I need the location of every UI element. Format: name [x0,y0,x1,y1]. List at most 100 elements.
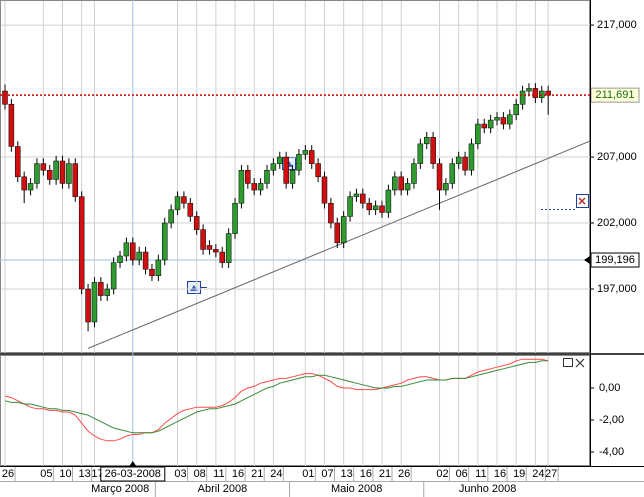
candle-body [27,183,34,191]
trendline [87,140,590,349]
x-tick-label: 06 [456,468,468,480]
crosshair-y-label: 199,196 [595,254,635,266]
candle-body [475,123,481,145]
x-tick-label: 13 [79,468,91,480]
candle-body [404,183,411,191]
x-tick-label: 11 [475,468,486,480]
candle-body [360,193,366,204]
x-tick-label: 21 [379,468,391,480]
candle-body [379,205,385,213]
candle-body [117,255,123,263]
candle-body [347,196,353,217]
candle-body [155,259,162,277]
x-tick-label: 16 [232,468,244,480]
candle-body [193,216,200,230]
candle-body [507,114,513,125]
candle-body [85,288,91,323]
candle-body [513,104,519,116]
candle-body [328,202,334,224]
candle-body [142,251,149,270]
candle-body [245,169,251,184]
candle-body [487,119,494,129]
x-tick-label: 08 [194,468,206,480]
x-tick-label: 16 [494,468,506,480]
y-tick-label: -2,00 [599,414,624,426]
candle-body [411,163,417,184]
candle-body [34,163,40,184]
candle-body [257,183,264,191]
candle-body [181,196,187,204]
candle-body [519,90,526,105]
candle-body [481,123,487,129]
candle-body [130,242,136,261]
candle-body [366,202,372,211]
candle-body [123,242,130,257]
x-tick-label: 11 [213,468,224,480]
candle-body [168,209,174,224]
candle-body [283,156,289,184]
candle-body [302,150,309,155]
candle-body [532,88,539,98]
candle-body [398,176,404,191]
alert-icon [187,281,207,294]
candle-body [232,202,238,234]
candle-body [296,154,302,171]
candle-body [539,90,545,98]
candle-body [455,156,462,164]
candle-body [72,163,79,197]
crosshair-x-label: 26-03-2008 [105,468,161,480]
candle-body [162,222,168,261]
candle-body [417,143,424,164]
y-tick-label: 0,00 [599,382,620,394]
candle-body [53,160,59,180]
candle-body [66,163,72,184]
candle-body [40,163,47,171]
x-tick-label: 10 [59,468,71,480]
candle-body [500,117,507,125]
order-marker [541,194,589,210]
candle-body [315,163,321,178]
x-tick-label: 05 [40,468,52,480]
y-tick-label: 197,000 [597,283,637,295]
last-price-label: 211,691 [596,89,635,101]
candle-body [91,282,98,323]
candle-body [251,183,257,191]
candle-body [136,251,142,261]
candle-body [392,176,398,191]
candle-body [372,205,379,211]
y-tick-label: -4,00 [599,446,624,458]
x-tick-label: 07 [321,468,333,480]
month-label: Junho 2008 [459,483,517,495]
y-tick-label: 207,000 [597,151,637,163]
candle-body [98,282,104,296]
x-tick-label: 03 [174,468,186,480]
panel-close-button[interactable] [575,358,585,368]
candle-body [277,156,283,164]
panel-maximize-button[interactable] [563,358,573,367]
candle-body [494,117,500,121]
candle-body [264,169,270,184]
candle-body [21,176,27,191]
candle-body [238,169,245,204]
y-tick-label: 217,000 [597,19,637,31]
month-label: Maio 2008 [331,483,382,495]
x-tick-label: 13 [341,468,353,480]
candle-body [526,88,532,92]
candle-body [15,146,21,178]
candle-body [59,160,66,184]
x-tick-label: 19 [513,468,525,480]
candle-body [46,169,53,180]
candle-body [468,143,475,171]
candles [2,83,551,332]
candle-body [225,233,232,263]
month-label: Abril 2008 [198,483,248,495]
candle-body [104,288,110,296]
candle-body [270,163,277,171]
candle-body [308,150,315,164]
candle-body [385,189,392,213]
candle-body [462,156,468,171]
candle-body [430,136,436,164]
candle-body [321,176,328,204]
